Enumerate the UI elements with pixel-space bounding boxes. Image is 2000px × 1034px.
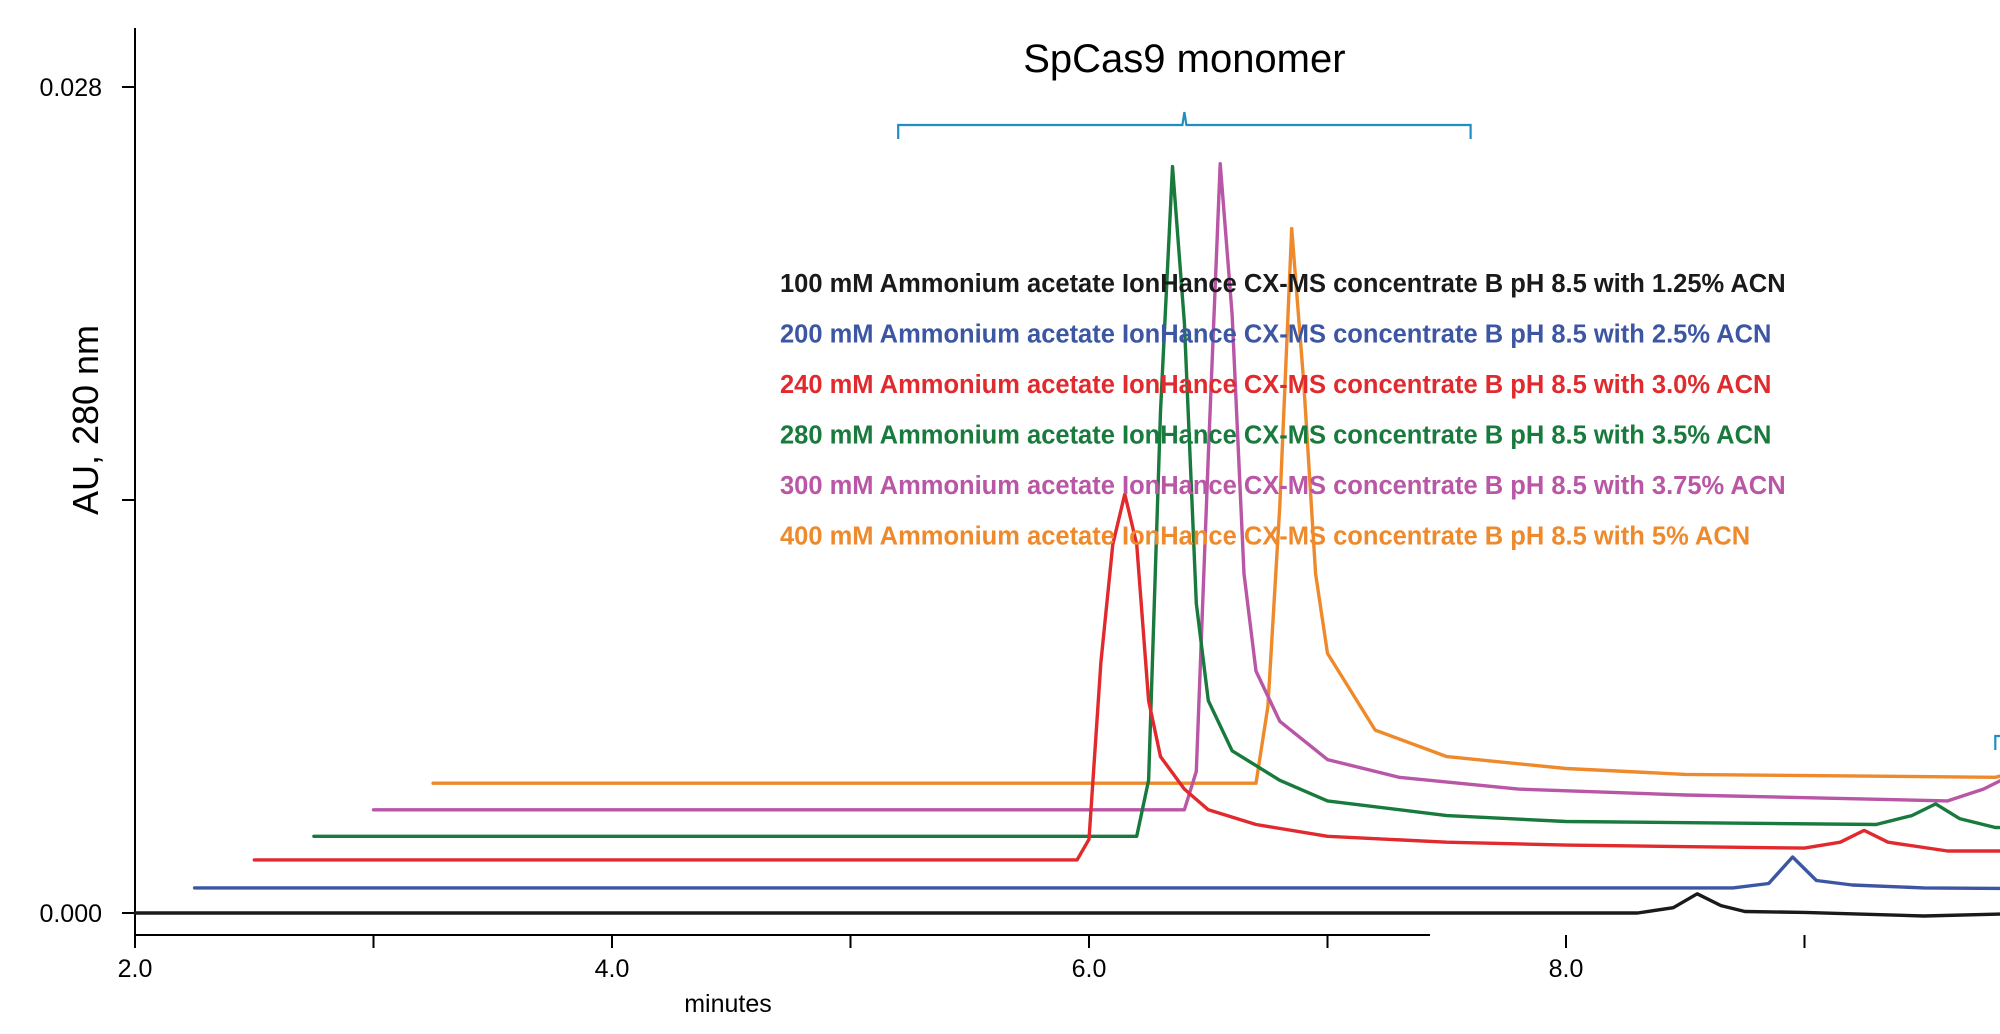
- legend-entry: 240 mM Ammonium acetate IonHance CX-MS c…: [780, 371, 1771, 399]
- series-line-5: [371, 162, 2000, 812]
- annotations: SpCas9 monomerDegradation products: [897, 37, 2000, 750]
- annotation-bracket: [1994, 734, 2000, 750]
- series-line-4: [312, 164, 2000, 838]
- annotation-bracket: [897, 111, 1472, 139]
- x-tick-label: 6.0: [1072, 955, 1107, 983]
- legend-entry: 400 mM Ammonium acetate IonHance CX-MS c…: [780, 523, 1750, 551]
- legend-entry: 100 mM Ammonium acetate IonHance CX-MS c…: [780, 270, 1786, 298]
- legend-entry: 280 mM Ammonium acetate IonHance CX-MS c…: [780, 422, 1771, 450]
- series-line-1: [133, 892, 2000, 918]
- y-tick-label: 0.000: [39, 900, 102, 928]
- series-line-3: [252, 492, 2000, 862]
- legend-entry: 300 mM Ammonium acetate IonHance CX-MS c…: [780, 472, 1786, 500]
- annotation-label: SpCas9 monomer: [1023, 37, 1345, 81]
- y-ticks: 0.000 0.028: [39, 74, 135, 928]
- x-tick-label: 4.0: [595, 955, 630, 983]
- legend-entry: 200 mM Ammonium acetate IonHance CX-MS c…: [780, 321, 1771, 349]
- series-line-2: [192, 855, 2000, 891]
- legend: 100 mM Ammonium acetate IonHance CX-MS c…: [780, 270, 1786, 551]
- x-ticks: 2.04.06.08.010.012.0: [118, 935, 1806, 983]
- y-tick-label: 0.028: [39, 74, 102, 102]
- x-axis-label: minutes: [684, 990, 772, 1018]
- axes: [134, 28, 1430, 936]
- y-axis-label: AU, 280 nm: [65, 325, 106, 515]
- x-tick-label: 8.0: [1549, 955, 1584, 983]
- series-traces: [133, 162, 2000, 918]
- x-tick-label: 2.0: [118, 955, 153, 983]
- series-line-6: [431, 226, 2000, 785]
